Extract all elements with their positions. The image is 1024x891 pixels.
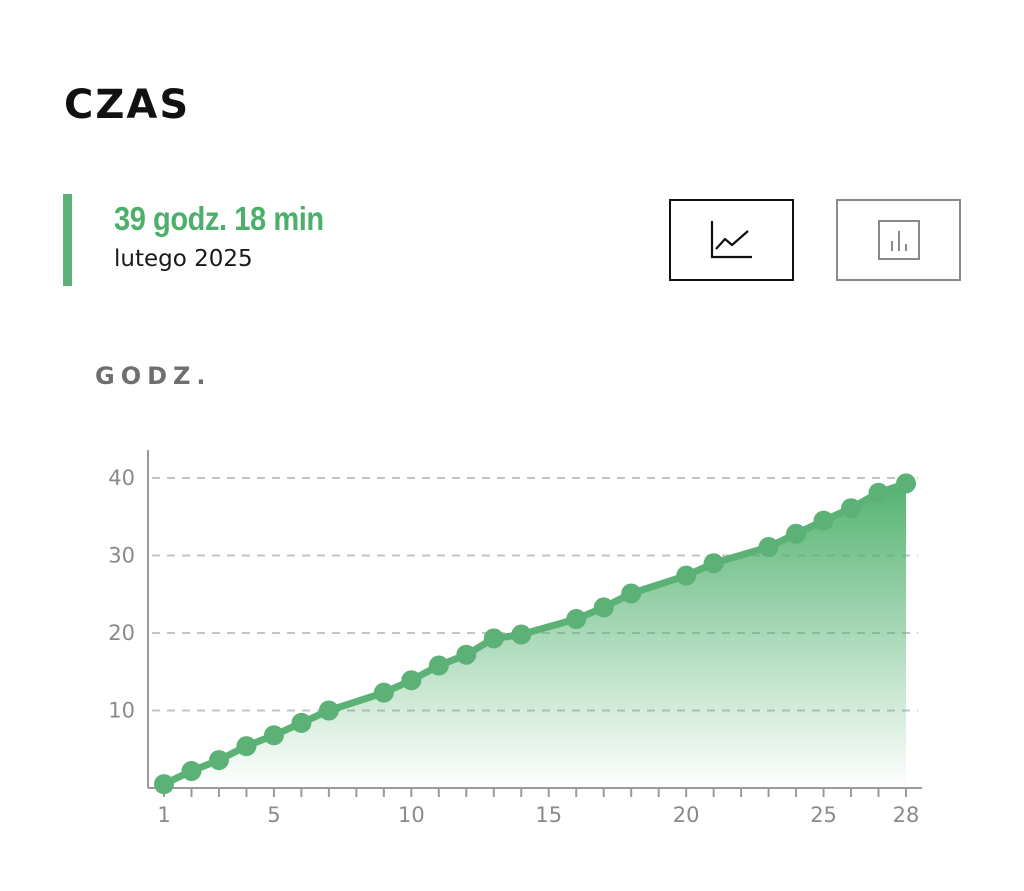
y-tick-label-20: 20	[108, 621, 135, 645]
axis-layer	[147, 450, 922, 797]
x-tick-label-10: 10	[398, 803, 425, 827]
bar-chart-icon	[877, 220, 920, 260]
data-point-day-20	[676, 565, 697, 586]
area-layer	[164, 483, 906, 788]
line-chart-icon	[710, 221, 752, 259]
points-layer	[154, 473, 916, 795]
data-point-day-5	[263, 725, 284, 746]
data-point-day-6	[291, 712, 312, 733]
x-tick-label-20: 20	[673, 803, 700, 827]
data-point-day-17	[593, 597, 614, 618]
x-tick-label-28: 28	[893, 803, 920, 827]
period-label: lutego 2025	[114, 246, 253, 272]
page-title: CZAS	[64, 82, 191, 128]
data-point-day-23	[758, 536, 779, 557]
total-time: 39 godz. 18 min	[114, 200, 324, 237]
x-tick-label-5: 5	[267, 803, 280, 827]
data-point-day-10	[401, 670, 422, 691]
data-point-day-28	[896, 473, 916, 494]
data-point-day-13	[483, 628, 504, 649]
x-tick-label-25: 25	[810, 803, 837, 827]
data-point-day-24	[786, 523, 807, 544]
summary-block: 39 godz. 18 min lutego 2025	[63, 194, 352, 286]
data-point-day-18	[621, 583, 642, 604]
data-point-day-9	[373, 682, 394, 703]
y-axis-unit-label: GODZ.	[95, 362, 212, 390]
data-point-day-1	[154, 774, 174, 795]
data-point-day-11	[428, 655, 449, 676]
series-area	[164, 483, 906, 788]
data-point-day-14	[511, 624, 532, 645]
line-chart-view-button[interactable]	[669, 199, 794, 281]
data-point-day-21	[703, 553, 724, 574]
y-tick-label-40: 40	[108, 466, 135, 490]
data-point-day-16	[566, 609, 587, 630]
data-point-day-7	[318, 700, 339, 721]
y-tick-label-10: 10	[108, 699, 135, 723]
bar-chart-view-button[interactable]	[836, 199, 961, 281]
data-point-day-3	[208, 750, 229, 771]
data-point-day-27	[868, 482, 889, 503]
data-point-day-2	[181, 760, 202, 781]
data-point-day-26	[841, 498, 862, 519]
x-tick-label-1: 1	[157, 803, 170, 827]
data-point-day-4	[236, 736, 257, 757]
x-tick-label-15: 15	[535, 803, 562, 827]
data-point-day-12	[456, 644, 477, 665]
data-point-day-25	[813, 510, 834, 531]
y-tick-label-30: 30	[108, 544, 135, 568]
